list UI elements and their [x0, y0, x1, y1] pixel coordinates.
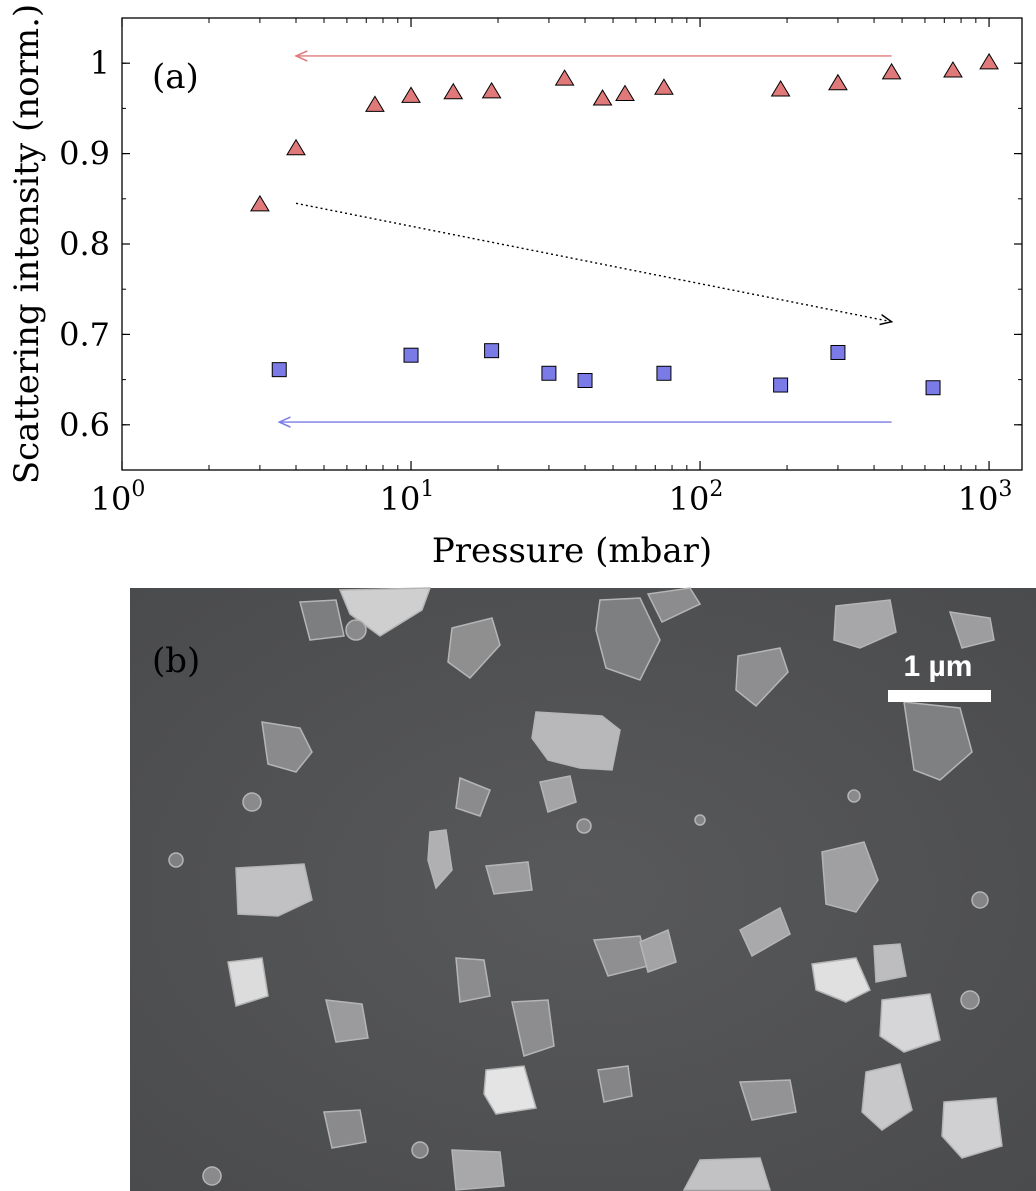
- panel-label-a: (a): [152, 57, 199, 97]
- particle: [345, 619, 367, 641]
- triangle-point: [592, 89, 613, 106]
- data-marks: [250, 52, 999, 396]
- particle: [235, 863, 313, 917]
- particle: [597, 1065, 633, 1103]
- particle: [833, 599, 897, 649]
- particle: [847, 789, 861, 803]
- scale-bar-label: 1 µm: [904, 650, 973, 683]
- y-axis-ticks: 0.6 0.7 0.8 0.9 1: [59, 44, 1022, 471]
- sem-micrograph: (b) 1 µm: [130, 587, 1036, 1191]
- particle: [325, 999, 369, 1043]
- plot-frame: [121, 17, 1023, 471]
- triangle-point: [615, 84, 635, 102]
- triangle-point: [943, 61, 963, 78]
- square-point: [271, 362, 287, 378]
- particle: [261, 721, 313, 773]
- triangle-point: [881, 62, 902, 80]
- y-tick-label: 1: [90, 44, 110, 82]
- particle: [168, 852, 184, 868]
- particle: [451, 1149, 505, 1191]
- sem-particles: [168, 587, 1003, 1191]
- y-axis-label: Scattering intensity (norm.): [7, 4, 47, 484]
- square-point: [830, 344, 846, 360]
- particle: [903, 701, 973, 781]
- particle: [323, 1109, 367, 1149]
- particle: [411, 1141, 429, 1159]
- particle: [646, 587, 702, 623]
- triangle-point: [828, 73, 848, 91]
- particle: [735, 647, 789, 708]
- particle: [941, 1097, 1003, 1159]
- particle: [948, 611, 995, 649]
- x-axis-ticks: 100 101 102 103: [91, 18, 1013, 518]
- particle: [242, 792, 262, 812]
- particle: [485, 861, 533, 895]
- square-point: [656, 365, 672, 381]
- triangle-point: [979, 52, 999, 70]
- particle: [739, 906, 791, 958]
- particle: [960, 990, 980, 1010]
- x-tick-label: 101: [380, 477, 435, 518]
- particle: [483, 1065, 537, 1115]
- y-tick-label: 0.8: [59, 225, 110, 263]
- square-point: [925, 380, 941, 396]
- scatter-chart: 0.6 0.7 0.8 0.9 1 100 101 102 103 (a) Pressure …: [7, 4, 1023, 571]
- x-tick-label: 102: [669, 477, 724, 518]
- panel-label-b: (b): [152, 641, 200, 681]
- particle: [811, 957, 871, 1003]
- particle: [539, 775, 577, 813]
- particle: [971, 891, 989, 909]
- particle: [202, 1166, 222, 1186]
- particle: [694, 814, 706, 826]
- chart-annotations: [279, 56, 891, 422]
- particle: [455, 957, 491, 1003]
- triangle-point: [770, 80, 791, 97]
- square-point: [577, 373, 593, 389]
- particle: [873, 943, 907, 983]
- triangle-point: [401, 86, 421, 103]
- triangle-point: [654, 78, 674, 95]
- particle: [861, 1063, 913, 1131]
- square-point: [403, 347, 419, 363]
- y-tick-label: 0.9: [59, 135, 110, 173]
- particle: [299, 599, 345, 641]
- triangle-point: [365, 95, 385, 112]
- particle: [879, 993, 941, 1053]
- x-axis-label: Pressure (mbar): [432, 531, 712, 571]
- triangle-point: [481, 81, 502, 99]
- y-tick-label: 0.7: [59, 315, 110, 353]
- particle: [821, 841, 879, 913]
- square-point: [484, 343, 500, 359]
- particle: [227, 957, 269, 1007]
- scale-bar: [888, 690, 991, 702]
- particle: [682, 1157, 772, 1191]
- x-tick-label: 100: [91, 477, 146, 518]
- particle: [338, 587, 432, 637]
- particle: [447, 617, 501, 680]
- triangle-point: [286, 138, 306, 156]
- triangle-point: [554, 69, 575, 86]
- trend-arrow-dotted: [295, 202, 892, 321]
- square-point: [773, 377, 789, 393]
- particle: [595, 597, 661, 681]
- particle: [576, 818, 592, 834]
- square-point: [541, 365, 557, 381]
- particle: [639, 928, 677, 973]
- triangle-point: [250, 194, 270, 212]
- particle: [738, 1079, 797, 1121]
- y-tick-label: 0.6: [59, 406, 110, 444]
- particle: [531, 711, 621, 771]
- triangle-point: [443, 82, 464, 100]
- particle: [511, 999, 555, 1057]
- x-tick-label: 103: [958, 477, 1013, 518]
- particle: [455, 776, 491, 817]
- particle: [427, 829, 453, 890]
